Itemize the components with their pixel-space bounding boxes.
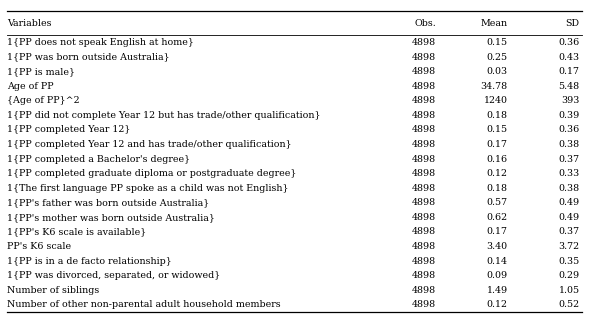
Text: 1{PP is in a de facto relationship}: 1{PP is in a de facto relationship} <box>7 257 172 266</box>
Text: 4898: 4898 <box>412 38 436 47</box>
Text: 0.17: 0.17 <box>487 228 508 236</box>
Text: 1{The first language PP spoke as a child was not English}: 1{The first language PP spoke as a child… <box>7 184 289 193</box>
Text: 0.49: 0.49 <box>558 213 580 222</box>
Text: PP's K6 scale: PP's K6 scale <box>7 242 71 251</box>
Text: 0.14: 0.14 <box>487 257 508 266</box>
Text: 1{PP does not speak English at home}: 1{PP does not speak English at home} <box>7 38 194 47</box>
Text: 0.33: 0.33 <box>558 169 580 178</box>
Text: 0.18: 0.18 <box>487 184 508 193</box>
Text: 1{PP's father was born outside Australia}: 1{PP's father was born outside Australia… <box>7 198 209 207</box>
Text: 0.52: 0.52 <box>558 300 580 309</box>
Text: Number of other non-parental adult household members: Number of other non-parental adult house… <box>7 300 281 309</box>
Text: 0.37: 0.37 <box>558 228 580 236</box>
Text: 1.05: 1.05 <box>558 286 580 295</box>
Text: 4898: 4898 <box>412 257 436 266</box>
Text: 4898: 4898 <box>412 271 436 280</box>
Text: SD: SD <box>565 19 580 28</box>
Text: 4898: 4898 <box>412 198 436 207</box>
Text: 4898: 4898 <box>412 286 436 295</box>
Text: 0.16: 0.16 <box>487 155 508 164</box>
Text: 1{PP was born outside Australia}: 1{PP was born outside Australia} <box>7 52 170 61</box>
Text: 1{PP did not complete Year 12 but has trade/other qualification}: 1{PP did not complete Year 12 but has tr… <box>7 111 320 120</box>
Text: 1{PP is male}: 1{PP is male} <box>7 67 75 76</box>
Text: 4898: 4898 <box>412 125 436 134</box>
Text: 3.40: 3.40 <box>487 242 508 251</box>
Text: 1{PP was divorced, separated, or widowed}: 1{PP was divorced, separated, or widowed… <box>7 271 220 280</box>
Text: 4898: 4898 <box>412 52 436 61</box>
Text: 4898: 4898 <box>412 300 436 309</box>
Text: 1{PP completed a Bachelor's degree}: 1{PP completed a Bachelor's degree} <box>7 155 190 164</box>
Text: 1{PP completed Year 12 and has trade/other qualification}: 1{PP completed Year 12 and has trade/oth… <box>7 140 292 149</box>
Text: Age of PP: Age of PP <box>7 82 54 91</box>
Text: 0.15: 0.15 <box>487 125 508 134</box>
Text: 4898: 4898 <box>412 228 436 236</box>
Text: 1{PP completed graduate diploma or postgraduate degree}: 1{PP completed graduate diploma or postg… <box>7 169 296 178</box>
Text: 4898: 4898 <box>412 82 436 91</box>
Text: Variables: Variables <box>7 19 52 28</box>
Text: 1240: 1240 <box>484 96 508 105</box>
Text: 4898: 4898 <box>412 140 436 149</box>
Text: 0.37: 0.37 <box>558 155 580 164</box>
Text: 0.17: 0.17 <box>558 67 580 76</box>
Text: 0.17: 0.17 <box>487 140 508 149</box>
Text: Obs.: Obs. <box>414 19 436 28</box>
Text: 0.36: 0.36 <box>558 125 580 134</box>
Text: 4898: 4898 <box>412 169 436 178</box>
Text: 0.62: 0.62 <box>487 213 508 222</box>
Text: 0.12: 0.12 <box>487 300 508 309</box>
Text: 0.35: 0.35 <box>558 257 580 266</box>
Text: 4898: 4898 <box>412 96 436 105</box>
Text: 4898: 4898 <box>412 184 436 193</box>
Text: 5.48: 5.48 <box>558 82 580 91</box>
Text: 4898: 4898 <box>412 67 436 76</box>
Text: 0.39: 0.39 <box>558 111 580 120</box>
Text: Number of siblings: Number of siblings <box>7 286 100 295</box>
Text: 0.15: 0.15 <box>487 38 508 47</box>
Text: 0.09: 0.09 <box>487 271 508 280</box>
Text: 0.18: 0.18 <box>487 111 508 120</box>
Text: 0.29: 0.29 <box>558 271 580 280</box>
Text: 4898: 4898 <box>412 242 436 251</box>
Text: 0.38: 0.38 <box>558 140 580 149</box>
Text: 0.57: 0.57 <box>487 198 508 207</box>
Text: 0.38: 0.38 <box>558 184 580 193</box>
Text: 4898: 4898 <box>412 155 436 164</box>
Text: 1{PP's mother was born outside Australia}: 1{PP's mother was born outside Australia… <box>7 213 215 222</box>
Text: 4898: 4898 <box>412 213 436 222</box>
Text: 0.03: 0.03 <box>487 67 508 76</box>
Text: 393: 393 <box>561 96 580 105</box>
Text: 0.43: 0.43 <box>558 52 580 61</box>
Text: {Age of PP}^2: {Age of PP}^2 <box>7 96 80 105</box>
Text: 0.36: 0.36 <box>558 38 580 47</box>
Text: 3.72: 3.72 <box>558 242 580 251</box>
Text: 0.12: 0.12 <box>487 169 508 178</box>
Text: 1{PP completed Year 12}: 1{PP completed Year 12} <box>7 125 130 134</box>
Text: Mean: Mean <box>481 19 508 28</box>
Text: 0.25: 0.25 <box>487 52 508 61</box>
Text: 0.49: 0.49 <box>558 198 580 207</box>
Text: 4898: 4898 <box>412 111 436 120</box>
Text: 34.78: 34.78 <box>481 82 508 91</box>
Text: 1{PP's K6 scale is available}: 1{PP's K6 scale is available} <box>7 228 146 236</box>
Text: 1.49: 1.49 <box>487 286 508 295</box>
